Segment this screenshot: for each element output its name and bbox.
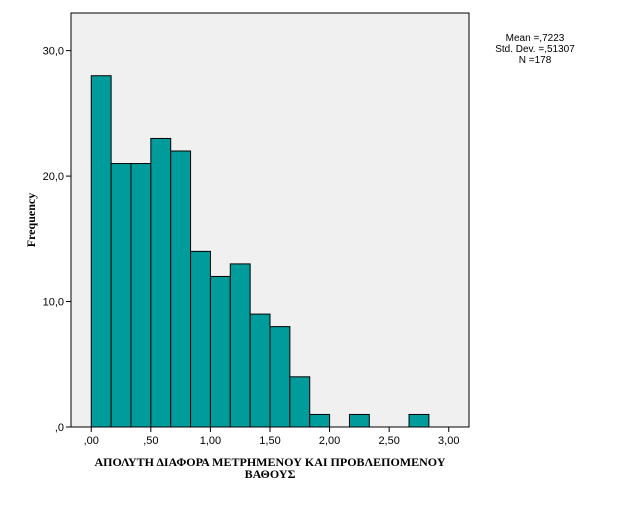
- histogram-bar: [408, 413, 430, 428]
- histogram-bar: [170, 150, 192, 428]
- x-tick-label: 2,00: [319, 435, 340, 447]
- histogram-bar: [348, 413, 370, 428]
- stats-line: Mean =,7223: [506, 33, 565, 44]
- x-tick-label: 1,00: [200, 435, 221, 447]
- y-axis-title: Frequency: [24, 193, 38, 247]
- histogram-bar: [190, 250, 211, 428]
- histogram-bar: [249, 313, 271, 428]
- histogram-bar: [150, 137, 172, 428]
- y-tick-label: 10,0: [43, 297, 64, 309]
- histogram-bar: [289, 376, 311, 428]
- x-axis-title-line: ΑΠΟΛΥΤΗ ΔΙΑΦΟΡΑ ΜΕΤΡΗΜΕΝΟΥ ΚΑΙ ΠΡΟΒΛΕΠΟΜ…: [94, 455, 445, 469]
- histogram-bar: [209, 275, 231, 428]
- stats-line: Std. Dev. =,51307: [495, 44, 575, 55]
- histogram-bar: [90, 75, 112, 428]
- x-axis-title-line: ΒΑΘΟΥΣ: [245, 467, 296, 481]
- y-tick-label: 30,0: [43, 46, 64, 58]
- histogram-bar: [269, 326, 291, 428]
- x-tick-label: ,00: [84, 435, 99, 447]
- histogram-bar: [110, 163, 132, 428]
- y-tick-label: 20,0: [43, 171, 64, 183]
- stats-line: N =178: [519, 55, 552, 66]
- histogram-bar: [229, 263, 251, 428]
- x-tick-label: 1,50: [259, 435, 280, 447]
- x-tick-label: 3,00: [438, 435, 459, 447]
- x-tick-label: ,50: [143, 435, 158, 447]
- histogram-bar: [130, 163, 152, 428]
- histogram-bar: [309, 413, 331, 428]
- x-tick-label: 2,50: [378, 435, 399, 447]
- y-tick-label: ,0: [55, 422, 64, 434]
